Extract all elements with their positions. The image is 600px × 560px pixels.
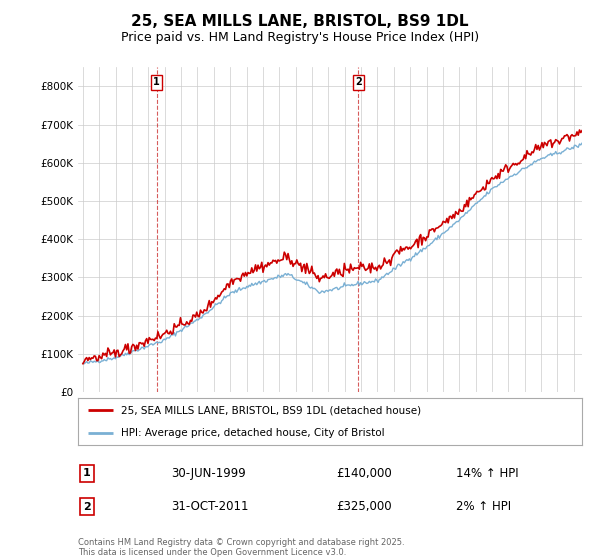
Text: 30-JUN-1999: 30-JUN-1999	[171, 466, 246, 480]
Text: 25, SEA MILLS LANE, BRISTOL, BS9 1DL: 25, SEA MILLS LANE, BRISTOL, BS9 1DL	[131, 14, 469, 29]
Text: 14% ↑ HPI: 14% ↑ HPI	[456, 466, 518, 480]
Text: £325,000: £325,000	[336, 500, 392, 514]
Text: HPI: Average price, detached house, City of Bristol: HPI: Average price, detached house, City…	[121, 428, 385, 438]
Text: 31-OCT-2011: 31-OCT-2011	[171, 500, 248, 514]
Text: 1: 1	[83, 468, 91, 478]
Text: 2: 2	[83, 502, 91, 512]
Text: Contains HM Land Registry data © Crown copyright and database right 2025.
This d: Contains HM Land Registry data © Crown c…	[78, 538, 404, 557]
Text: 2: 2	[355, 77, 362, 87]
Text: 25, SEA MILLS LANE, BRISTOL, BS9 1DL (detached house): 25, SEA MILLS LANE, BRISTOL, BS9 1DL (de…	[121, 405, 421, 416]
Text: Price paid vs. HM Land Registry's House Price Index (HPI): Price paid vs. HM Land Registry's House …	[121, 31, 479, 44]
Text: 2% ↑ HPI: 2% ↑ HPI	[456, 500, 511, 514]
Text: £140,000: £140,000	[336, 466, 392, 480]
Text: 1: 1	[153, 77, 160, 87]
